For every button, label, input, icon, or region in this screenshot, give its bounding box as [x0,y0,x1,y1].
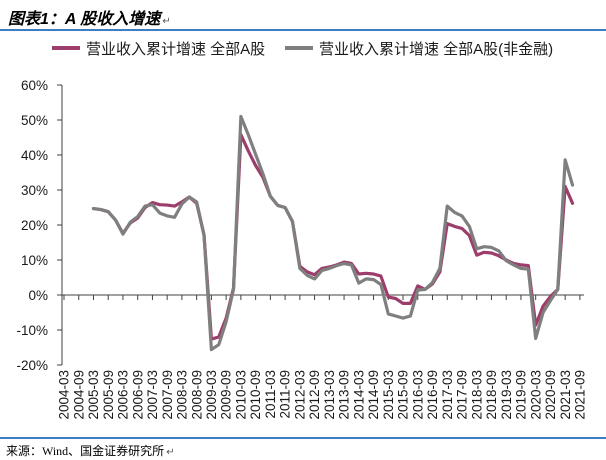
x-tick-label: 2006-03 [116,370,131,420]
series-line-non-financial [91,114,575,352]
x-tick-label: 2019-03 [499,370,514,420]
legend-label-all-a-shares: 营业收入累计增速 全部A股 [86,40,266,58]
x-tick-label: 2008-09 [189,370,204,420]
y-tick-label: -10% [16,323,48,338]
x-tick-label: 2016-09 [425,370,440,420]
x-tick-label: 2012-03 [292,370,307,420]
x-tick-label: 2010-09 [248,370,263,420]
y-tick-label: -20% [16,358,48,373]
x-tick-label: 2020-09 [543,370,558,420]
x-tick-label: 2018-03 [469,370,484,420]
x-tick-label: 2014-03 [351,370,366,420]
y-tick-label: 60% [21,78,48,93]
series-line-all-a-shares [91,133,575,341]
x-tick-label: 2017-03 [440,370,455,420]
title-divider [0,29,606,31]
legend-item-non-financial: 营业收入累计增速 全部A股(非金融) [285,39,554,58]
x-tick-label: 2004-09 [71,370,86,420]
x-tick-label: 2007-03 [145,370,160,420]
y-tick-label: 30% [21,183,48,198]
source-note: 来源：Wind、国金证券研究所 ↵ [6,442,175,458]
legend-label-non-financial: 营业收入累计增速 全部A股(非金融) [319,40,554,58]
paragraph-mark-icon: ↵ [162,16,171,27]
x-tick-label: 2016-03 [410,370,425,420]
x-tick-label: 2019-09 [514,370,529,420]
x-tick-label: 2011-03 [263,370,278,419]
x-tick-label: 2015-09 [396,370,411,420]
x-tick-label: 2008-03 [175,370,190,420]
x-tick-label: 2010-03 [233,370,248,420]
x-tick-label: 2018-09 [484,370,499,420]
x-tick-label: 2015-03 [381,370,396,420]
x-tick-label: 2005-03 [86,370,101,420]
y-tick-label: 50% [21,113,48,128]
y-tick-label: 0% [28,288,48,303]
x-axis-ticks: 2004-03 2004-09 2005-03 2005-09 2006-03 2006-… [57,295,588,420]
x-tick-label: 2013-03 [322,370,337,420]
figure-title-text: 图表1：A 股收入增速 [8,11,161,28]
x-tick-label: 2012-09 [307,370,322,420]
x-tick-label: 2009-03 [204,370,219,420]
x-tick-label: 2017-09 [455,370,470,420]
legend-item-all-a-shares: 营业收入累计增速 全部A股 [52,39,266,58]
x-tick-label: 2021-03 [558,370,573,420]
x-tick-label: 2009-09 [219,370,234,420]
figure-title: 图表1：A 股收入增速 ↵ [8,5,171,28]
y-tick-label: 40% [21,148,48,163]
y-tick-label: 10% [21,253,48,268]
legend-swatch-all-a-shares [52,46,80,50]
x-tick-label: 2004-03 [57,370,72,420]
x-tick-label: 2007-09 [160,370,175,420]
x-tick-label: 2005-09 [101,370,116,420]
x-tick-label: 2021-09 [573,370,588,420]
paragraph-mark-icon: ↵ [166,447,175,458]
y-axis-ticks: -20% -10% 0% 10% 20% 30% 40% 50% 60% [16,78,62,373]
x-tick-label: 2020-03 [528,370,543,420]
source-divider [0,437,606,439]
x-tick-label: 2011-09 [278,370,293,419]
source-note-text: 来源：Wind、国金证券研究所 [6,444,165,458]
y-tick-label: 20% [21,218,48,233]
legend-swatch-non-financial [285,46,313,50]
x-tick-label: 2013-09 [337,370,352,420]
series-lines [91,114,575,352]
x-tick-label: 2014-09 [366,370,381,420]
x-tick-label: 2006-09 [130,370,145,420]
